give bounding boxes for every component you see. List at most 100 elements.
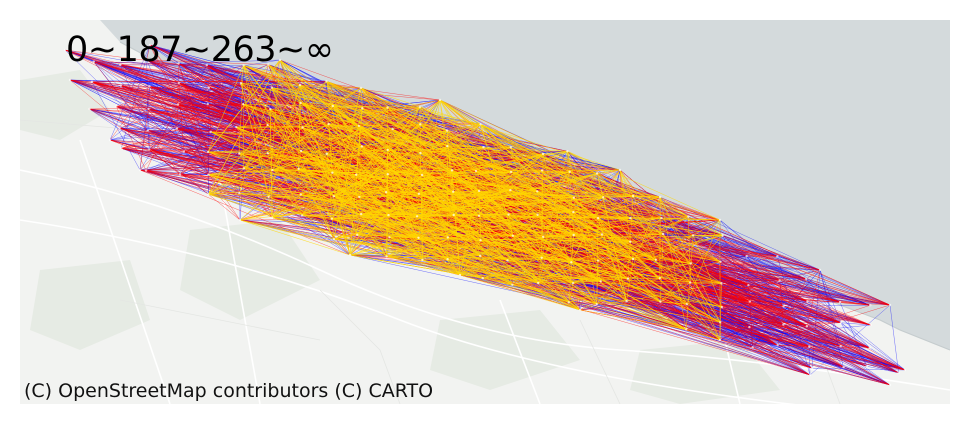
- flow-link: [385, 124, 481, 193]
- flow-link: [571, 262, 628, 279]
- network-node: [567, 301, 570, 304]
- network-node: [331, 104, 334, 108]
- network-node: [838, 301, 842, 304]
- flow-link: [272, 217, 906, 371]
- flow-link: [139, 108, 149, 171]
- flow-link: [272, 153, 544, 171]
- network-node: [625, 299, 628, 303]
- network-node: [536, 190, 539, 193]
- network-node: [482, 146, 485, 149]
- flow-link: [243, 65, 448, 147]
- flow-link: [573, 211, 602, 282]
- flow-link: [389, 237, 539, 284]
- flow-link: [178, 82, 185, 152]
- flow-link: [239, 87, 362, 154]
- flow-link: [626, 258, 634, 302]
- network-node: [778, 279, 781, 282]
- network-node: [570, 261, 573, 264]
- network-node: [266, 123, 269, 127]
- flow-link: [270, 108, 393, 130]
- network-node: [118, 126, 121, 130]
- flow-link: [146, 44, 151, 60]
- flow-link: [210, 131, 362, 147]
- park-areas: [20, 70, 780, 404]
- flow-link: [333, 238, 481, 257]
- flow-link: [326, 81, 363, 147]
- flow-link: [109, 86, 150, 141]
- flow-link: [360, 87, 448, 260]
- flow-link: [387, 107, 480, 216]
- flow-link: [272, 106, 420, 171]
- flow-link: [236, 126, 334, 197]
- network-node: [446, 258, 449, 261]
- flow-link: [109, 139, 268, 154]
- network-node: [536, 213, 539, 216]
- network-node: [242, 167, 245, 170]
- flow-link: [512, 284, 721, 323]
- network-node: [805, 277, 808, 281]
- flow-link: [660, 282, 691, 303]
- flow-link: [510, 147, 542, 258]
- network-node: [776, 255, 779, 258]
- flow-link: [447, 145, 568, 152]
- flow-link: [510, 189, 634, 197]
- flow-link: [146, 170, 301, 195]
- flow-link: [630, 217, 722, 284]
- network-node: [808, 345, 811, 348]
- network-node: [205, 63, 208, 67]
- flow-link: [453, 214, 691, 264]
- flow-link: [542, 197, 575, 237]
- flow-link: [660, 234, 664, 302]
- network-node: [751, 346, 754, 349]
- flow-link: [149, 149, 181, 175]
- network-node: [238, 191, 241, 195]
- flow-link: [357, 234, 419, 239]
- network-node: [600, 233, 604, 236]
- network-node: [540, 256, 543, 259]
- network-node: [206, 150, 210, 154]
- network-node: [571, 282, 575, 285]
- network-node: [888, 383, 892, 387]
- flow-link: [331, 218, 601, 282]
- flow-link: [279, 59, 388, 151]
- flow-link: [210, 131, 419, 239]
- network-node: [267, 63, 270, 66]
- network-node: [691, 234, 695, 237]
- flow-link: [326, 81, 544, 155]
- flow-link: [421, 174, 687, 330]
- network-node: [332, 195, 335, 198]
- flow-link: [208, 59, 281, 195]
- network-node: [631, 194, 635, 198]
- flow-link: [722, 235, 780, 281]
- network-node: [446, 144, 449, 148]
- flow-link: [420, 124, 480, 192]
- flow-link: [239, 153, 513, 285]
- network-node: [452, 190, 455, 193]
- map-view[interactable]: 0~187~263~∞ (C) OpenStreetMap contributo…: [20, 20, 950, 404]
- network-node: [481, 276, 484, 280]
- network-node: [327, 122, 330, 126]
- map-canvas[interactable]: [20, 20, 950, 404]
- flow-link: [387, 149, 423, 260]
- network-node: [299, 149, 303, 153]
- network-node: [888, 303, 892, 307]
- flow-link: [749, 322, 841, 328]
- flow-link: [362, 107, 539, 284]
- flow-link: [840, 322, 906, 371]
- flow-link: [298, 168, 454, 216]
- flow-link: [439, 99, 454, 216]
- network-node: [458, 273, 462, 277]
- flow-link: [268, 64, 301, 104]
- flow-link: [633, 235, 723, 260]
- flow-link: [272, 153, 327, 171]
- flow-link: [573, 195, 634, 236]
- flow-link: [236, 127, 303, 216]
- flow-link: [510, 171, 657, 261]
- flow-link: [239, 153, 418, 217]
- network-node: [721, 234, 724, 237]
- flow-link: [207, 151, 357, 175]
- flow-link: [451, 170, 454, 192]
- network-node: [865, 365, 869, 368]
- flow-link: [422, 259, 461, 276]
- network-node: [869, 323, 872, 327]
